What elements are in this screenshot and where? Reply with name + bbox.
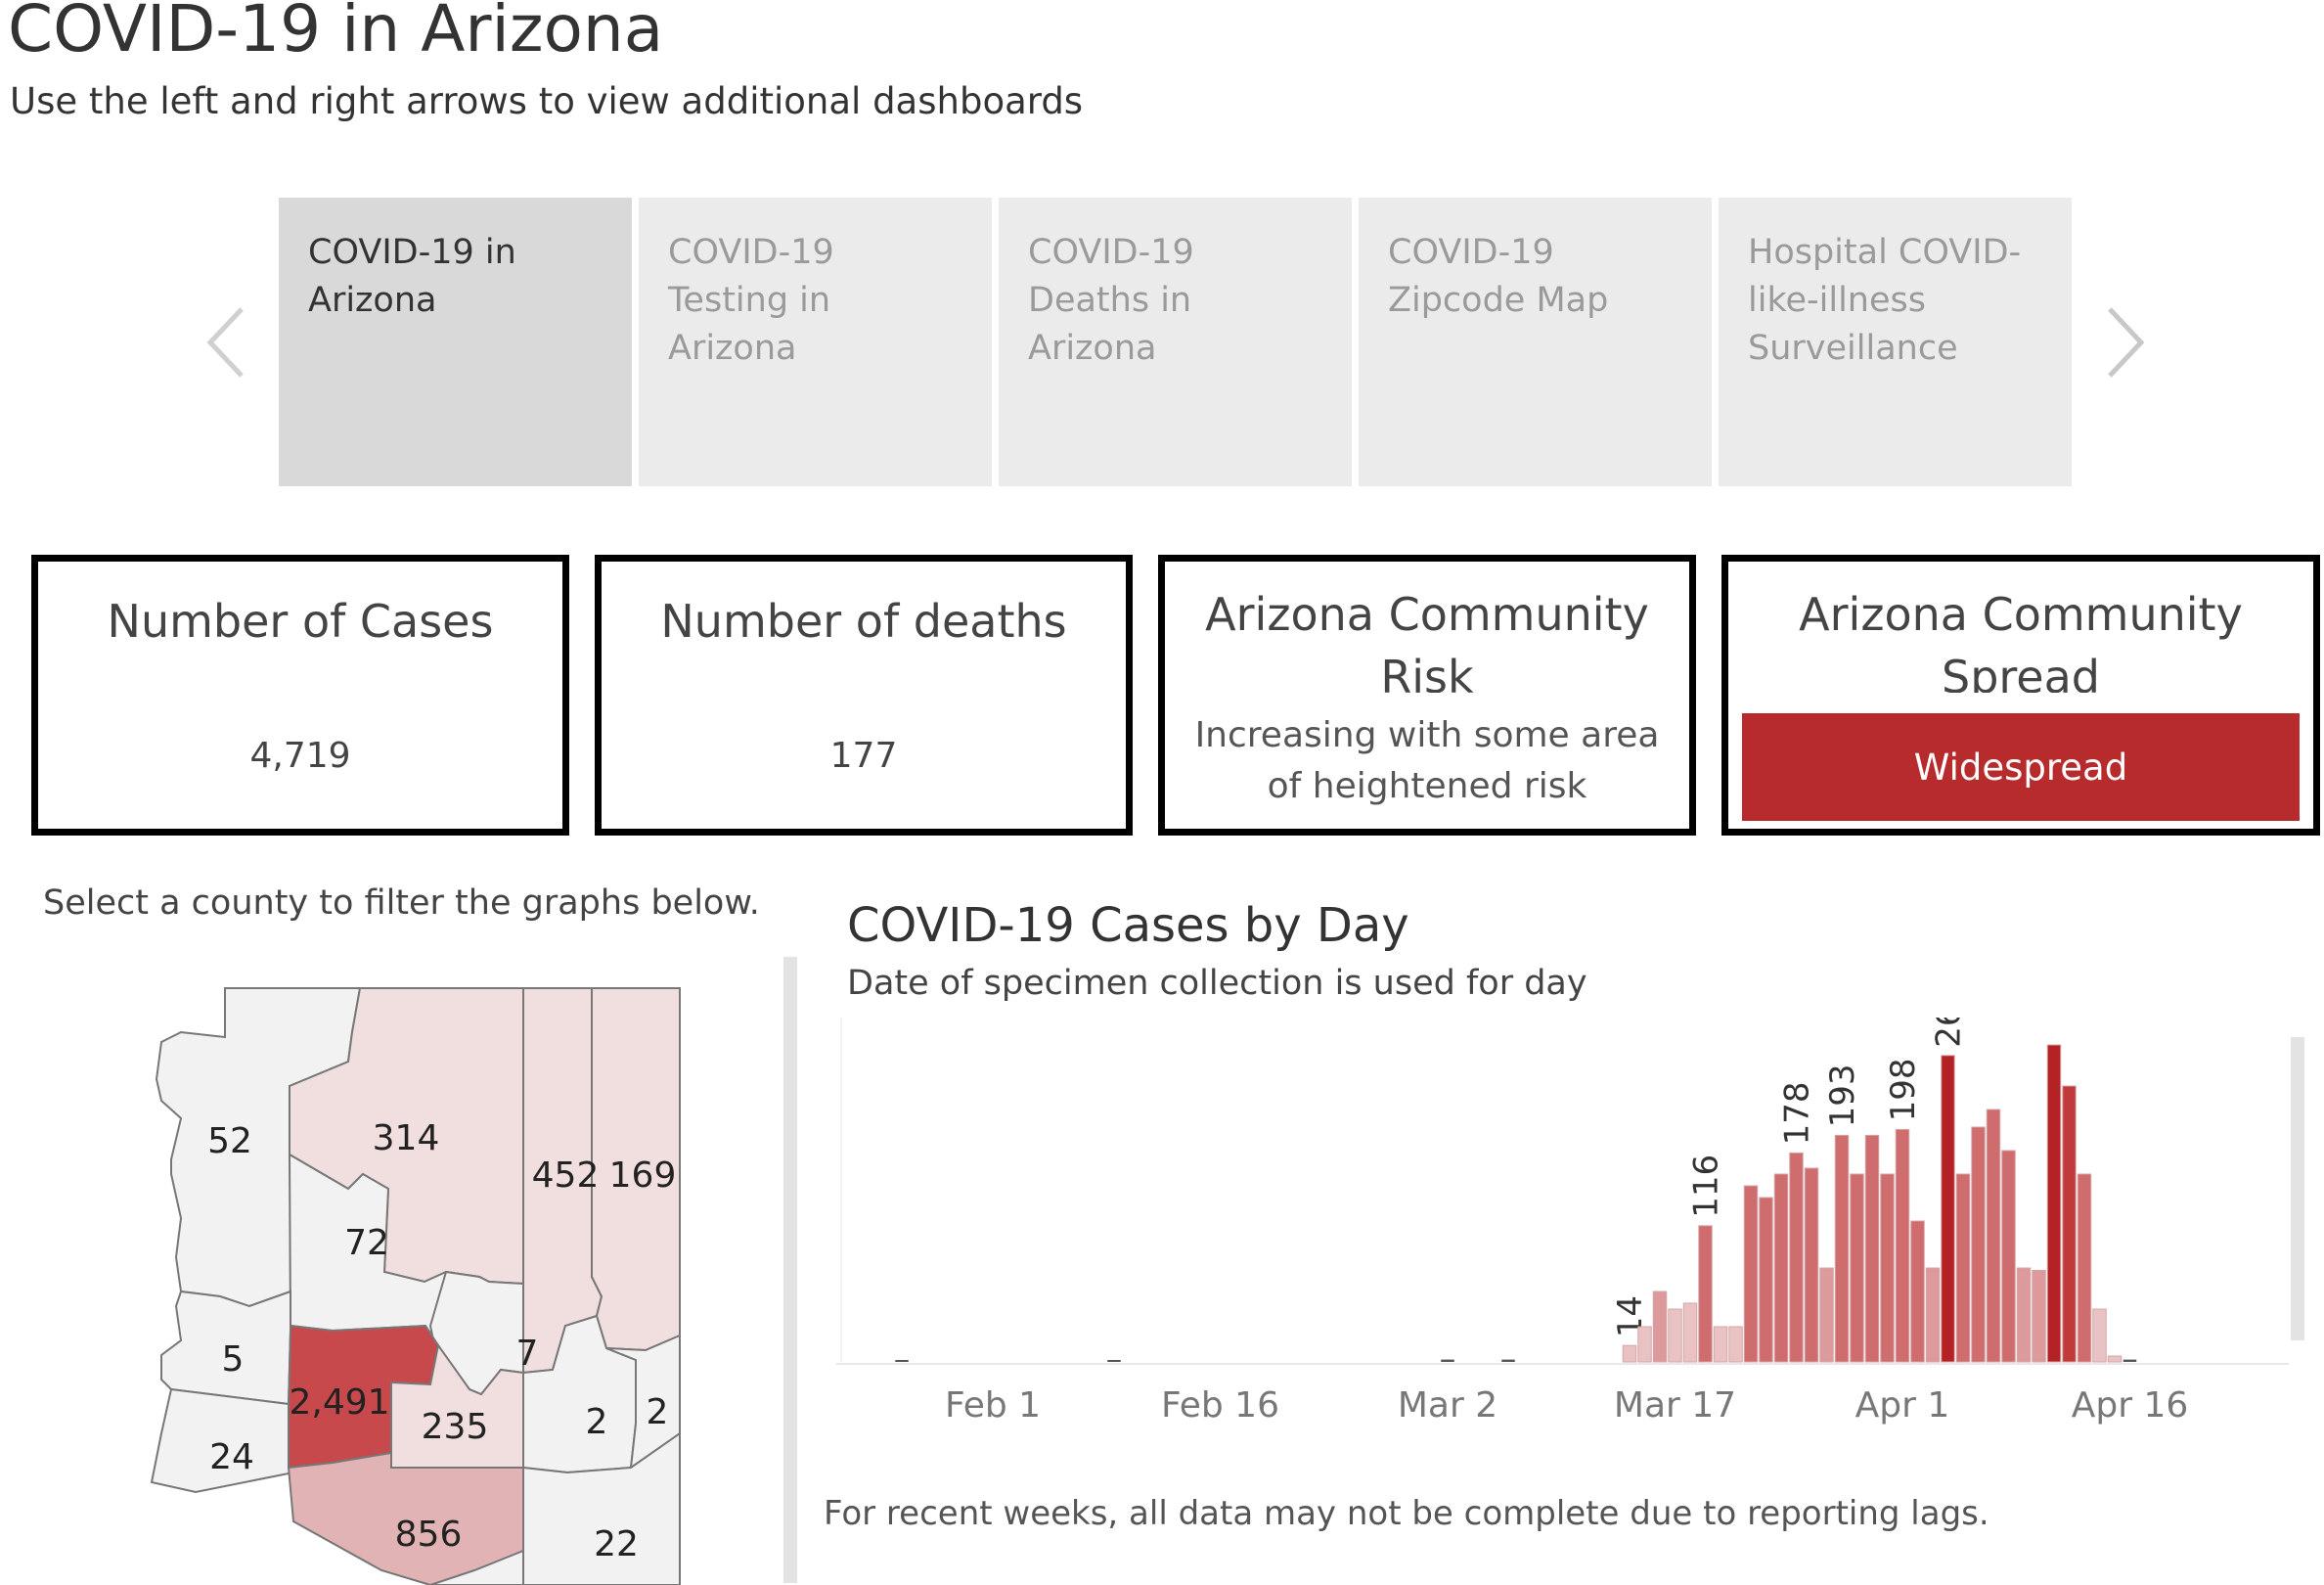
deaths-title: Number of deaths [660, 595, 1067, 648]
bar-mar-25[interactable] [1789, 1152, 1804, 1363]
community-spread-title: Arizona Community Spread [1799, 588, 2243, 693]
bar-jan-26[interactable] [895, 1360, 909, 1362]
county-label-mohave: 52 [207, 1121, 252, 1161]
tab-zipcode-map[interactable]: COVID-19 Zipcode Map [1359, 198, 1712, 486]
bar-apr-12[interactable] [2062, 1085, 2077, 1363]
county-label-navajo: 452 [532, 1155, 600, 1196]
page-subtitle: Use the left and right arrows to view ad… [10, 80, 1084, 122]
tab-deaths[interactable]: COVID-19 Deaths in Arizona [999, 198, 1352, 486]
bar-mar-2[interactable] [1441, 1359, 1454, 1362]
county-label-pinal: 235 [422, 1407, 489, 1447]
data-label-mar-19: 116 [1687, 1155, 1726, 1218]
bar-apr-1[interactable] [1895, 1128, 1910, 1363]
county-yuma[interactable] [150, 1387, 296, 1494]
bar-apr-2[interactable] [1910, 1220, 1925, 1363]
x-tick-mar-17: Mar 17 [1614, 1385, 1736, 1426]
county-label-gila: 7 [516, 1334, 539, 1374]
county-label-yavapai: 72 [344, 1223, 389, 1263]
next-dashboard-button[interactable] [2095, 298, 2154, 386]
bar-mar-19[interactable] [1698, 1225, 1713, 1363]
bar-mar-26[interactable] [1804, 1167, 1819, 1363]
county-label-pima: 856 [395, 1515, 463, 1555]
community-spread-card: Arizona Community Spread Widespread [1721, 555, 2320, 836]
bar-mar-30[interactable] [1864, 1134, 1880, 1363]
tab-testing[interactable]: COVID-19 Testing in Arizona [639, 198, 992, 486]
chart-title: COVID-19 Cases by Day [847, 898, 1409, 953]
bar-mar-20[interactable] [1713, 1326, 1728, 1363]
bar-apr-8[interactable] [2001, 1150, 2016, 1363]
deaths-card: Number of deaths 177 [595, 555, 1133, 836]
bar-apr-3[interactable] [1925, 1267, 1941, 1363]
panel-scrollbar[interactable] [783, 957, 797, 1583]
bar-mar-27[interactable] [1819, 1267, 1834, 1363]
x-tick-feb-1: Feb 1 [945, 1385, 1041, 1426]
data-label-mar-25: 178 [1778, 1081, 1817, 1145]
bar-apr-11[interactable] [2046, 1044, 2062, 1363]
tab-hospital-surveillance[interactable]: Hospital COVID-like-illness Surveillance [1719, 198, 2072, 486]
bar-mar-15[interactable] [1637, 1326, 1652, 1363]
bar-apr-13[interactable] [2077, 1173, 2092, 1363]
community-risk-value: Increasing with some area of heightened … [1194, 715, 1660, 806]
county-label-coconino: 314 [373, 1118, 440, 1158]
bar-mar-14[interactable] [1622, 1344, 1637, 1363]
bar-feb-9[interactable] [1107, 1360, 1121, 1362]
county-label-la-paz: 5 [222, 1339, 245, 1380]
x-tick-apr-1: Apr 1 [1855, 1385, 1950, 1426]
chevron-left-icon [206, 307, 244, 378]
bar-mar-31[interactable] [1880, 1173, 1895, 1363]
bar-mar-22[interactable] [1743, 1185, 1759, 1363]
community-risk-card: Arizona Community Risk Increasing with s… [1158, 555, 1696, 836]
community-risk-title: Arizona Community Risk [1205, 588, 1649, 693]
cases-title: Number of Cases [107, 595, 494, 648]
bar-apr-15[interactable] [2107, 1355, 2123, 1363]
bar-apr-5[interactable] [1955, 1173, 1971, 1363]
cases-card: Number of Cases 4,719 [31, 555, 569, 836]
bar-mar-24[interactable] [1773, 1173, 1789, 1363]
x-tick-mar-2: Mar 2 [1398, 1385, 1497, 1426]
chart-scrollbar[interactable] [2291, 1037, 2304, 1340]
county-label-yuma: 24 [209, 1437, 254, 1477]
bar-mar-28[interactable] [1834, 1134, 1850, 1363]
chart-footnote: For recent weeks, all data may not be co… [824, 1494, 1989, 1533]
tab-covid-in-arizona[interactable]: COVID-19 in Arizona [279, 198, 632, 486]
county-label-graham: 2 [586, 1402, 608, 1442]
arizona-county-map: 52 314 452 169 72 5 7 2,491 24 235 2 2 8… [150, 987, 681, 1585]
county-label-greenlee: 2 [647, 1392, 669, 1432]
county-label-maricopa: 2,491 [289, 1382, 389, 1423]
bar-mar-16[interactable] [1652, 1291, 1668, 1363]
bar-apr-14[interactable] [2092, 1308, 2107, 1363]
deaths-value: 177 [829, 736, 898, 776]
bar-mar-29[interactable] [1850, 1173, 1864, 1363]
data-label-apr-1: 198 [1884, 1058, 1923, 1121]
county-santa-cruz[interactable] [429, 1549, 524, 1585]
bar-apr-4[interactable] [1941, 1055, 1955, 1363]
chevron-right-icon [2108, 307, 2145, 378]
bar-mar-6[interactable] [1501, 1359, 1515, 1362]
bar-apr-16[interactable] [2123, 1359, 2137, 1362]
county-label-apache: 169 [609, 1155, 677, 1196]
community-spread-badge: Widespread [1742, 713, 2300, 821]
x-tick-feb-16: Feb 16 [1161, 1385, 1279, 1426]
cases-value: 4,719 [249, 736, 351, 776]
bar-apr-9[interactable] [2016, 1267, 2032, 1363]
bar-apr-7[interactable] [1986, 1109, 2001, 1363]
bar-mar-18[interactable] [1682, 1302, 1698, 1363]
county-label-cochise: 22 [594, 1524, 639, 1564]
x-tick-apr-16: Apr 16 [2072, 1385, 2189, 1426]
data-label-apr-4: 261 [1930, 1018, 1969, 1048]
bar-mar-23[interactable] [1759, 1197, 1773, 1363]
bar-apr-10[interactable] [2032, 1269, 2046, 1363]
chart-subtitle: Date of specimen collection is used for … [847, 964, 1587, 1003]
data-label-mar-28: 193 [1823, 1064, 1862, 1127]
county-filter-note: Select a county to filter the graphs bel… [43, 883, 760, 923]
prev-dashboard-button[interactable] [198, 298, 256, 386]
bar-mar-17[interactable] [1668, 1308, 1682, 1363]
bar-mar-21[interactable] [1728, 1326, 1743, 1363]
bar-apr-6[interactable] [1971, 1126, 1986, 1363]
page-title: COVID-19 in Arizona [8, 0, 664, 67]
